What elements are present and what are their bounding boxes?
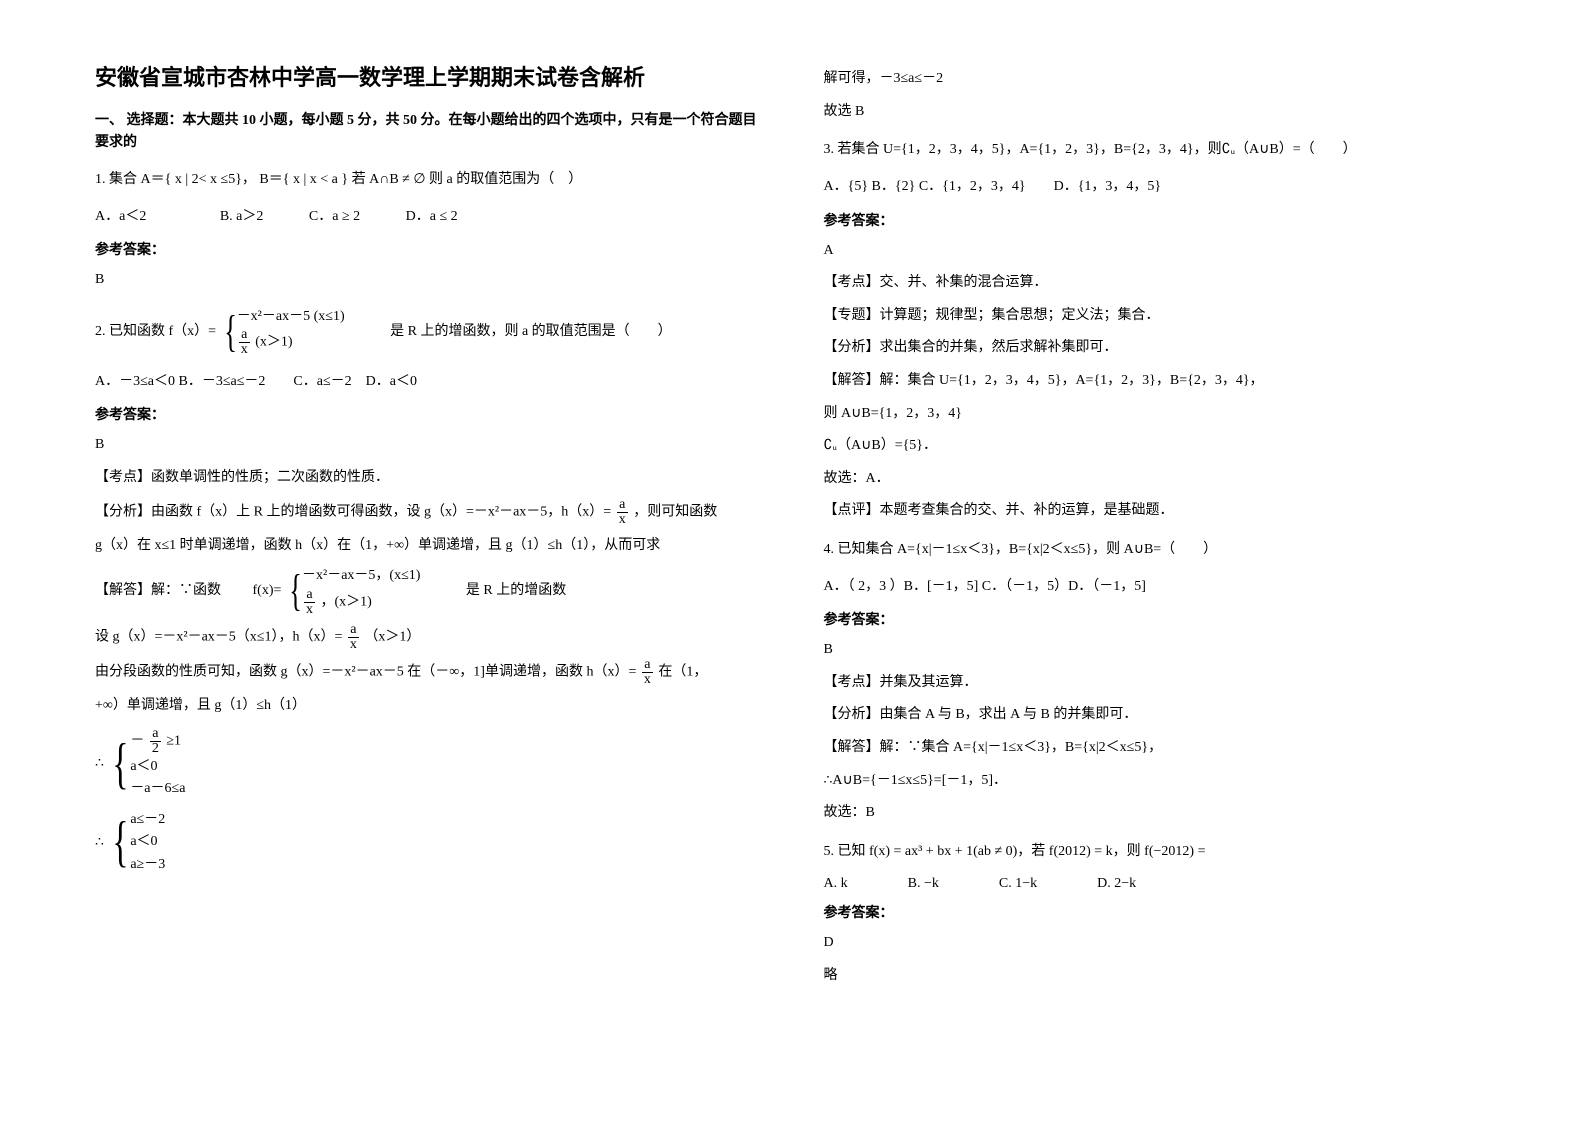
q2-stem-post: 是 R 上的增函数，则 a 的取值范围是（ ）	[348, 324, 672, 339]
right-column: 解可得，－3≤a≤－2 故选 B 3. 若集合 U={1，2，3，4，5}，A=…	[824, 60, 1493, 995]
q1-answer: B	[95, 267, 764, 294]
q2-analysis-2: 【分析】由函数 f（x）上 R 上的增函数可得函数，设 g（x）=－x²－ax－…	[95, 498, 764, 527]
q3-a8: 【点评】本题考查集合的交、并、补的运算，是基础题．	[824, 498, 1493, 525]
q5-options: A. k B. −k C. 1−k D. 2−k	[824, 876, 1493, 892]
q1-opt-d: D．a ≤ 2	[406, 209, 458, 224]
q5-opt-a: A. k	[824, 876, 848, 892]
q2-choose: 故选 B	[824, 99, 1493, 126]
q5-answer-label: 参考答案：	[824, 902, 1493, 922]
q5-answer: D	[824, 930, 1493, 957]
q4-a5: 故选：B	[824, 800, 1493, 827]
q2-solve: 【解答】解：∵函数 f(x)= { －x²－ax－5，(x≤1) ax ，(x＞…	[95, 565, 764, 616]
q4-answer: B	[824, 637, 1493, 664]
q5-opt-b: B. −k	[908, 876, 939, 892]
q2-stem: 2. 已知函数 f（x）= { －x²－ax－5 (x≤1) ax (x＞1) …	[95, 306, 764, 357]
q2-piecewise: { －x²－ax－5 (x≤1) ax (x＞1)	[220, 306, 345, 357]
q2-solve-tail: +∞）单调递增，且 g（1）≤h（1）	[95, 693, 764, 720]
q2-answer: B	[95, 432, 764, 459]
q2-system-2: ∴ { a≤－2 a＜0 a≥－3	[95, 809, 764, 876]
brace-icon: {	[224, 312, 237, 352]
q4-a4: ∴A∪B={－1≤x≤5}=[－1，5]．	[824, 768, 1493, 795]
q1-answer-label: 参考答案：	[95, 239, 764, 259]
q1-stem: 1. 集合 A＝{ x | 2< x ≤5}， B＝{ x | x < a } …	[95, 167, 764, 192]
q4-options: A．（ 2，3 ）B．[－1，5] C．（－1，5）D．（－1，5]	[824, 574, 1493, 599]
q4-a2: 【分析】由集合 A 与 B，求出 A 与 B 的并集即可．	[824, 702, 1493, 729]
q3-a5: 则 A∪B={1，2，3，4}	[824, 401, 1493, 428]
q2-solve-piecewise: { －x²－ax－5，(x≤1) ax ，(x＞1)	[285, 565, 421, 616]
q4-answer-label: 参考答案：	[824, 609, 1493, 629]
q3-a2: 【专题】计算题；规律型；集合思想；定义法；集合．	[824, 303, 1493, 330]
q2-analysis-1: 【考点】函数单调性的性质；二次函数的性质．	[95, 465, 764, 492]
q3-a7: 故选：A．	[824, 466, 1493, 493]
q2-answer-label: 参考答案：	[95, 404, 764, 424]
q1-opt-a: A．a＜2	[95, 209, 146, 224]
q2-solve-piece-text: 由分段函数的性质可知，函数 g（x）=－x²－ax－5 在（－∞，1]单调递增，…	[95, 658, 764, 687]
q2-system-1: ∴ { － a2 ≥1 a＜0 －a－6≤a	[95, 727, 764, 801]
q2-analysis-3: g（x）在 x≤1 时单调递增，函数 h（x）在（1，+∞）单调递增，且 g（1…	[95, 533, 764, 560]
q2-solve-result: 解可得，－3≤a≤－2	[824, 66, 1493, 93]
q3-answer-label: 参考答案：	[824, 210, 1493, 230]
section-1-header: 一、 选择题：本大题共 10 小题，每小题 5 分，共 50 分。在每小题给出的…	[95, 110, 764, 155]
q2-options: A．－3≤a＜0 B．－3≤a≤－2 C．a≤－2 D．a＜0	[95, 369, 764, 394]
q1-opt-b: B. a＞2	[220, 209, 264, 224]
q2-piece-1: －x²－ax－5 (x≤1)	[237, 306, 345, 328]
q3-a3: 【分析】求出集合的并集，然后求解补集即可．	[824, 335, 1493, 362]
q2-piece-2: ax (x＞1)	[237, 328, 345, 357]
q3-a6: ∁ᵤ（A∪B）={5}．	[824, 433, 1493, 460]
q5-opt-c: C. 1−k	[999, 876, 1037, 892]
q2-stem-pre: 2. 已知函数 f（x）=	[95, 324, 216, 339]
brace-icon: {	[289, 571, 302, 611]
document-title: 安徽省宣城市杏林中学高一数学理上学期期末试卷含解析	[95, 60, 764, 92]
page-columns: 安徽省宣城市杏林中学高一数学理上学期期末试卷含解析 一、 选择题：本大题共 10…	[95, 60, 1492, 995]
brace-icon: {	[113, 817, 129, 867]
q2-solve-g: 设 g（x）=－x²－ax－5（x≤1），h（x）= ax （x＞1）	[95, 623, 764, 652]
q4-a3: 【解答】解：∵集合 A={x|－1≤x＜3}，B={x|2＜x≤5}，	[824, 735, 1493, 762]
q5-note: 略	[824, 963, 1493, 990]
q5-stem: 5. 已知 f(x) = ax³ + bx + 1(ab ≠ 0)，若 f(20…	[824, 839, 1493, 864]
q1-options: A．a＜2 B. a＞2 C．a ≥ 2 D．a ≤ 2	[95, 204, 764, 229]
q5-opt-d: D. 2−k	[1097, 876, 1136, 892]
brace-icon: {	[113, 739, 129, 789]
q1-opt-c: C．a ≥ 2	[309, 209, 360, 224]
q3-stem: 3. 若集合 U={1，2，3，4，5}，A={1，2，3}，B={2，3，4}…	[824, 137, 1493, 162]
left-column: 安徽省宣城市杏林中学高一数学理上学期期末试卷含解析 一、 选择题：本大题共 10…	[95, 60, 764, 995]
q3-a1: 【考点】交、并、补集的混合运算．	[824, 270, 1493, 297]
q3-options: A．{5} B．{2} C．{1，2，3，4} D．{1，3，4，5}	[824, 174, 1493, 199]
q4-a1: 【考点】并集及其运算．	[824, 670, 1493, 697]
q3-a4: 【解答】解：集合 U={1，2，3，4，5}，A={1，2，3}，B={2，3，…	[824, 368, 1493, 395]
q3-answer: A	[824, 238, 1493, 265]
q4-stem: 4. 已知集合 A={x|－1≤x＜3}，B={x|2＜x≤5}，则 A∪B=（…	[824, 537, 1493, 562]
